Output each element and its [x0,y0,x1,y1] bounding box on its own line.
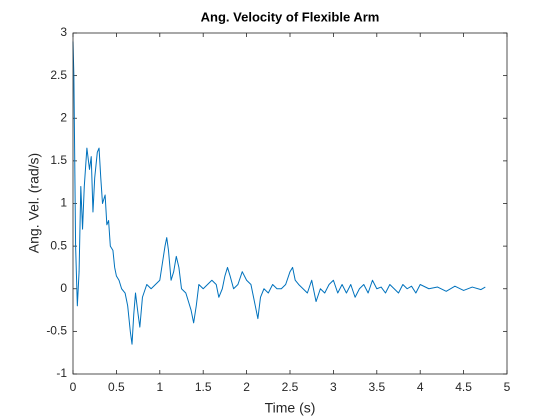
y-tick-label: 2 [60,110,67,124]
x-tick-label: 3 [330,380,337,394]
x-tick-label: 1 [156,380,163,394]
x-tick-label: 4 [417,380,424,394]
y-axis-label: Ang. Vel. (rad/s) [26,153,42,253]
x-tick-label: 4.5 [455,380,472,394]
x-tick-label: 2.5 [282,380,299,394]
x-tick-label: 0.5 [108,380,125,394]
plot-frame [72,32,508,375]
y-tick-label: -1 [56,366,67,380]
y-tick-label: 1.5 [50,153,67,167]
x-tick-label: 0 [70,380,77,394]
y-tick-label: 0 [60,281,67,295]
x-tick-label: 5 [504,380,511,394]
y-tick-label: 2.5 [50,68,67,82]
chart-title: Ang. Velocity of Flexible Arm [201,9,380,24]
y-tick-label: 0.5 [50,238,67,252]
data-line [72,41,486,345]
y-tick-label: 3 [60,25,67,39]
x-tick-label: 1.5 [195,380,212,394]
x-axis-label: Time (s) [265,400,316,416]
x-tick-label: 3.5 [368,380,385,394]
x-tick-label: 2 [243,380,250,394]
y-tick-label: -0.5 [46,324,67,338]
y-tick-label: 1 [60,196,67,210]
